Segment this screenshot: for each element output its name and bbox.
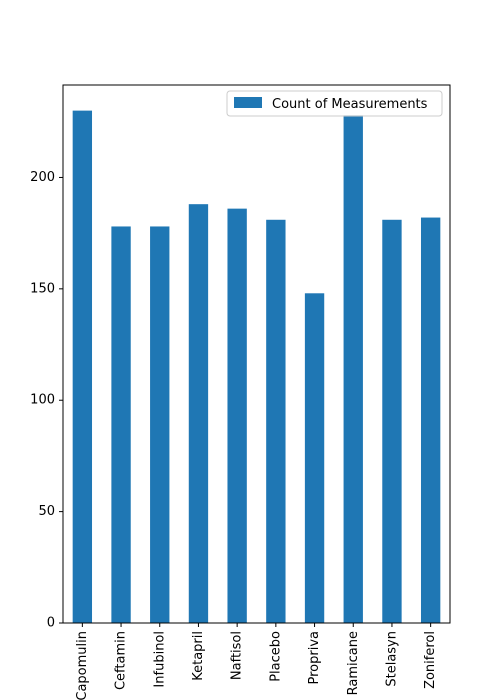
plot-frame xyxy=(62,84,451,624)
legend-swatch xyxy=(234,97,262,108)
bar-zoniferol xyxy=(420,217,441,623)
bar-ketapril xyxy=(188,204,209,623)
bar-naftisol xyxy=(227,208,247,623)
x-tick-label: Propriva xyxy=(307,631,322,685)
y-tick-label: 150 xyxy=(30,281,55,296)
bar-placebo xyxy=(266,219,286,623)
y-tick-label: 200 xyxy=(30,170,55,185)
legend-box xyxy=(226,90,443,117)
bar-capomulin xyxy=(72,110,93,623)
bar-ramicane xyxy=(343,115,363,623)
bar-infubinol xyxy=(150,226,170,623)
x-tick-label: Placebo xyxy=(268,631,283,682)
bars-layer xyxy=(72,110,441,623)
y-tick-label: 50 xyxy=(38,504,55,519)
legend-label: Count of Measurements xyxy=(272,97,428,112)
x-tick-label: Zoniferol xyxy=(423,631,438,689)
bar-propriva xyxy=(304,293,325,623)
legend: Count of Measurements xyxy=(226,90,443,117)
x-tick-label: Naftisol xyxy=(230,631,245,680)
x-tick-label: Ramicane xyxy=(346,631,361,695)
x-tick-label: Ketapril xyxy=(191,631,206,681)
y-tick-label: 0 xyxy=(47,616,55,631)
x-tick-label: Stelasyn xyxy=(384,631,399,687)
bar-stelasyn xyxy=(382,219,402,623)
x-tick-label: Capomulin xyxy=(75,631,90,700)
x-tick-label: Infubinol xyxy=(152,631,167,688)
x-axis: Capomulin Ceftamin Infubinol Ketapril Naftis… xyxy=(75,623,438,700)
y-axis: 0 50 100 150 200 xyxy=(30,170,63,631)
x-tick-label: Ceftamin xyxy=(114,631,129,690)
bar-ceftamin xyxy=(111,226,131,623)
y-tick-label: 100 xyxy=(30,393,55,408)
